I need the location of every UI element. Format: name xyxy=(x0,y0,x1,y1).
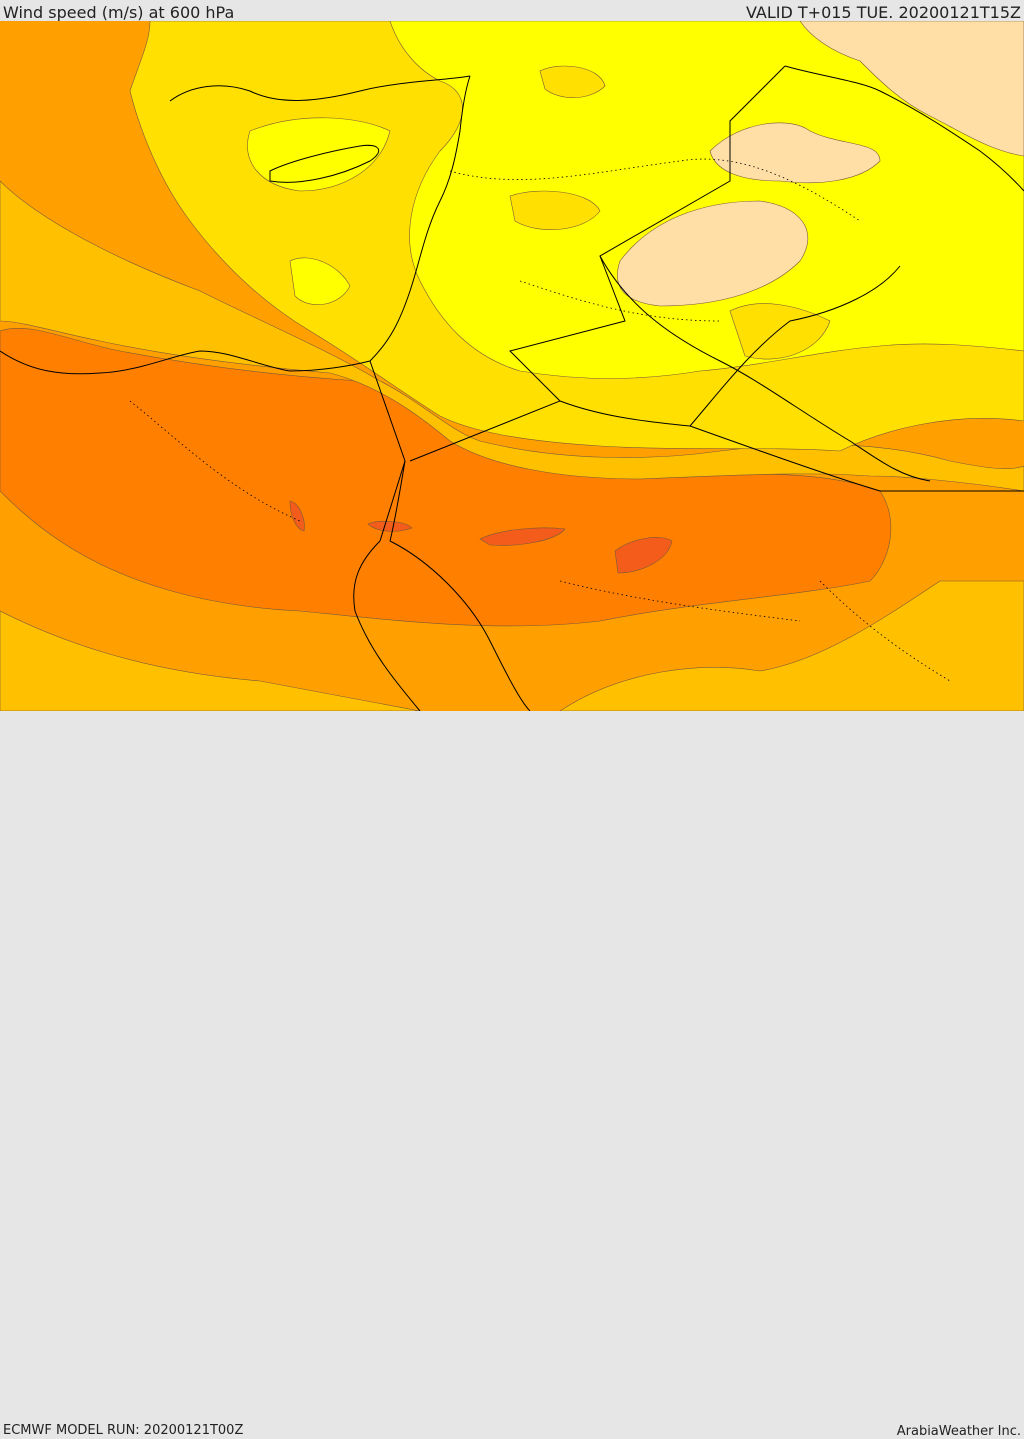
credit-text: ArabiaWeather Inc. xyxy=(896,1424,1021,1439)
valid-time: VALID T+015 TUE. 20200121T15Z xyxy=(745,3,1021,22)
pocket-gold-2 xyxy=(539,65,606,98)
model-run: ECMWF MODEL RUN: 20200121T00Z xyxy=(3,1423,244,1438)
band-yellow-blob xyxy=(289,257,351,305)
coastlines xyxy=(0,65,1024,711)
map-title: Wind speed (m/s) at 600 hPa xyxy=(3,3,235,22)
band-amber-southeast xyxy=(559,580,1024,711)
band-amber-middle xyxy=(0,180,1024,492)
patch-red-3 xyxy=(289,500,305,532)
admin-boundaries xyxy=(129,158,951,682)
band-pale-center xyxy=(617,200,809,307)
patch-red-2 xyxy=(614,537,673,574)
patch-red-1 xyxy=(479,527,566,546)
wind-speed-map xyxy=(0,21,1024,711)
band-yellow xyxy=(389,21,1024,379)
header-bar: Wind speed (m/s) at 600 hPa VALID T+015 … xyxy=(0,0,1024,22)
band-amber-south xyxy=(0,610,421,711)
band-orange-core xyxy=(0,328,892,627)
patch-red-4 xyxy=(367,520,413,532)
band-pale-ne xyxy=(799,21,1024,157)
band-pale-north xyxy=(709,122,881,184)
footer-bar: ECMWF MODEL RUN: 20200121T00Z ArabiaWeat… xyxy=(0,711,1024,1439)
pocket-gold-1 xyxy=(509,190,601,231)
